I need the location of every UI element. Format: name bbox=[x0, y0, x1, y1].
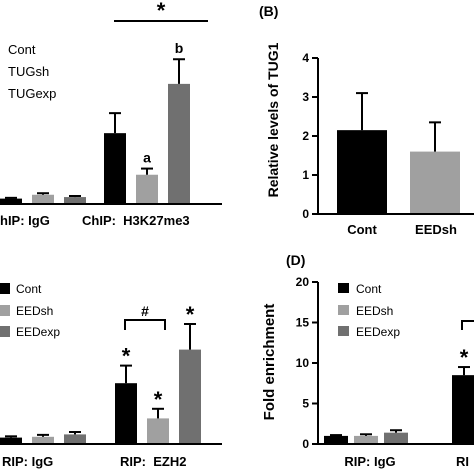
panel-a-igg-cont-bar bbox=[0, 198, 22, 204]
panel-d-y-tick-label: 20 bbox=[296, 275, 310, 289]
panel-b-y-tick-label: 3 bbox=[302, 90, 309, 104]
panel-a-marks: ab bbox=[0, 40, 190, 204]
panel-b-marks bbox=[337, 92, 460, 214]
panel-c-annotation-target-cont: * bbox=[122, 344, 131, 369]
legend-entry-eedsh: EEDsh bbox=[356, 304, 393, 318]
panel-c-chart: Cont EEDsh EEDexp * * * RIP: IgG RIP: EZH2… bbox=[0, 282, 222, 469]
panel-a-x-label-igg: hIP: IgG bbox=[0, 213, 50, 228]
panel-b-chart: (B) Relative levels of TUG1 0 1 2 3 4 Cont E… bbox=[259, 3, 474, 237]
panel-c-significance-hash: # bbox=[141, 303, 149, 319]
panel-c-igg-cont-bar bbox=[0, 437, 22, 444]
panel-c-annotation-target-exp: * bbox=[186, 302, 195, 327]
panel-c-target-sh-bar bbox=[147, 418, 169, 444]
legend-entry-cont: Cont bbox=[16, 282, 42, 296]
legend-entry-tugsh: TUGsh bbox=[8, 64, 49, 79]
panel-c-annotation-target-sh: * bbox=[154, 387, 163, 412]
panel-d-y-tick-label: 10 bbox=[296, 356, 310, 370]
panel-d-x-label-igg: RIP: IgG bbox=[344, 454, 395, 469]
panel-d-x-label-ri: RI bbox=[456, 454, 469, 469]
panel-c-target-exp-bar bbox=[179, 349, 201, 444]
panel-d-marks: * bbox=[324, 345, 474, 444]
panel-a-annotation-target-sh: a bbox=[143, 150, 151, 166]
legend-swatch-cont bbox=[0, 283, 10, 294]
panel-b-y-tick-label: 2 bbox=[302, 129, 309, 143]
panel-b-eedsh-bar bbox=[410, 151, 460, 214]
panel-b-x-label-cont: Cont bbox=[347, 222, 377, 237]
panel-b-y-tick-label: 1 bbox=[302, 168, 309, 182]
legend-entry-cont: Cont bbox=[8, 42, 36, 57]
panel-d-igg-sh-bar bbox=[354, 435, 378, 444]
panel-d-y-tick-label: 0 bbox=[302, 437, 309, 451]
panel-a-igg-exp-bar bbox=[64, 197, 86, 204]
panel-d-target-cont-bar bbox=[452, 375, 474, 444]
panel-a-target-cont-bar bbox=[104, 133, 126, 204]
legend-swatch-eedexp bbox=[0, 326, 10, 337]
legend-entry-eedexp: EEDexp bbox=[356, 325, 400, 339]
panel-c-igg-exp-bar bbox=[64, 434, 86, 444]
legend-swatch-cont bbox=[338, 283, 349, 293]
legend-entry-eedsh: EEDsh bbox=[16, 304, 53, 318]
panel-c-x-label-ezh2: RIP: EZH2 bbox=[120, 454, 186, 469]
panel-d-y-tick-label: 5 bbox=[302, 397, 309, 411]
panel-a-significance-star: * bbox=[157, 0, 166, 23]
panel-a-x-label-h3k27me3: ChIP: H3K27me3 bbox=[82, 213, 190, 228]
panel-d-y-axis: 0 5 10 15 20 bbox=[296, 275, 319, 451]
panel-b-y-tick-label: 0 bbox=[302, 207, 309, 221]
legend-swatch-eedexp bbox=[338, 326, 349, 336]
panel-c-marks: * * * bbox=[0, 302, 201, 444]
legend-entry-tugexp: TUGexp bbox=[8, 86, 56, 101]
panel-d-label: (D) bbox=[286, 252, 305, 268]
panel-a-target-exp-bar bbox=[168, 83, 190, 204]
panel-d-significance-bracket bbox=[461, 320, 474, 330]
panel-d-igg-exp-bar bbox=[384, 432, 408, 444]
panel-b-cont-bar bbox=[337, 130, 387, 214]
panel-c-x-label-igg: RIP: IgG bbox=[2, 454, 53, 469]
panel-b-y-axis: 0 1 2 3 4 bbox=[302, 51, 319, 221]
panel-a-legend: Cont TUGsh TUGexp bbox=[8, 42, 56, 101]
panel-d-y-tick-label: 15 bbox=[296, 316, 310, 330]
legend-swatch-eedsh bbox=[338, 305, 349, 315]
panel-d-chart: (D) Fold enrichment 0 5 10 15 20 Cont EEDsh … bbox=[261, 252, 474, 469]
panel-d-y-axis-title: Fold enrichment bbox=[261, 304, 278, 421]
panel-d-annotation-target-cont: * bbox=[460, 345, 469, 370]
panel-c-legend: Cont EEDsh EEDexp bbox=[0, 282, 60, 339]
panel-a-chart: Cont TUGsh TUGexp ab hIP: IgG ChIP: H3K2… bbox=[0, 0, 222, 228]
panel-b-x-label-eedsh: EEDsh bbox=[415, 222, 457, 237]
panel-d-igg-cont-bar bbox=[324, 435, 348, 444]
legend-entry-cont: Cont bbox=[356, 282, 382, 296]
panel-c-igg-sh-bar bbox=[32, 436, 54, 444]
panel-b-label: (B) bbox=[259, 3, 278, 19]
panel-a-annotation-target-exp: b bbox=[175, 40, 184, 56]
panel-c-target-cont-bar bbox=[115, 383, 137, 444]
legend-entry-eedexp: EEDexp bbox=[16, 325, 60, 339]
panel-c-significance-bracket bbox=[124, 319, 166, 330]
panel-b-y-axis-title: Relative levels of TUG1 bbox=[265, 42, 281, 197]
panel-d-legend: Cont EEDsh EEDexp bbox=[338, 282, 400, 339]
panel-a-target-sh-bar bbox=[136, 174, 158, 204]
panel-a-igg-sh-bar bbox=[32, 194, 54, 204]
legend-swatch-eedsh bbox=[0, 305, 10, 316]
panel-b-y-tick-label: 4 bbox=[302, 51, 309, 65]
